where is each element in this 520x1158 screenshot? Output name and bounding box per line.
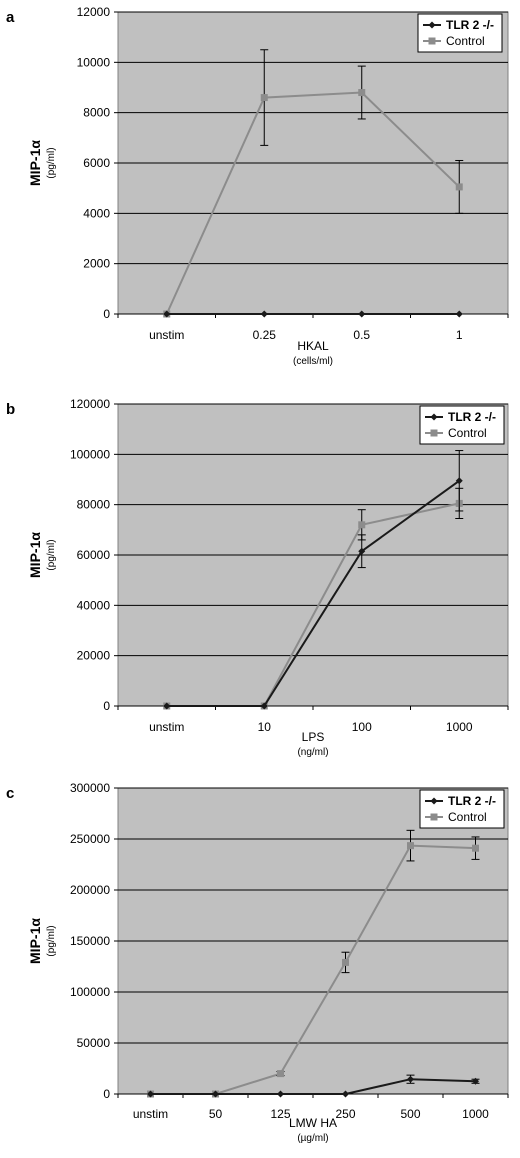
- legend-marker: [430, 413, 438, 421]
- legend-label: TLR 2 -/-: [448, 794, 496, 808]
- legend-marker: [430, 797, 438, 805]
- y-axis-unit: (pg/ml): [46, 539, 57, 570]
- x-tick-label: 125: [270, 1107, 290, 1121]
- x-tick-label: unstim: [133, 1107, 168, 1121]
- data-point-control: [342, 958, 349, 966]
- y-tick-label: 60000: [77, 548, 111, 562]
- y-tick-label: 200000: [70, 883, 110, 897]
- data-point-tlr2: [455, 310, 463, 318]
- y-tick-label: 12000: [77, 5, 111, 19]
- y-tick-label: 300000: [70, 781, 110, 795]
- panel-label: c: [6, 785, 14, 802]
- chart-panel-b: b 0 20000 40000 60000 80000 100000 120000 unstim…: [6, 397, 509, 758]
- y-tick-label: 0: [103, 307, 110, 321]
- data-point-control: [455, 183, 463, 191]
- legend-label: TLR 2 -/-: [446, 18, 494, 32]
- y-tick-label: 10000: [77, 55, 111, 69]
- legend-box: [419, 405, 505, 445]
- legend-label: Control: [446, 34, 485, 48]
- y-axis-title: MIP-1α: [27, 140, 43, 186]
- y-axis-title: MIP-1α: [27, 918, 43, 964]
- x-axis-title: LMW HA: [289, 1116, 337, 1130]
- data-point-tlr2: [163, 310, 171, 318]
- y-tick-label: 20000: [77, 649, 111, 663]
- y-tick-label: 2000: [83, 257, 110, 271]
- legend-marker: [428, 21, 436, 29]
- x-axis-title: LPS: [302, 730, 325, 744]
- x-tick-label: 10: [258, 720, 272, 734]
- data-point-tlr2: [358, 547, 366, 555]
- x-tick-label: 500: [400, 1107, 420, 1121]
- x-axis-unit: (µg/ml): [297, 1133, 328, 1144]
- data-point-tlr2: [260, 702, 268, 710]
- x-axis-unit: (ng/ml): [297, 747, 328, 758]
- y-tick-label: 40000: [77, 598, 111, 612]
- y-tick-label: 0: [103, 1087, 110, 1101]
- x-tick-label: unstim: [149, 328, 184, 342]
- panel-label: b: [6, 401, 15, 418]
- data-point-tlr2: [342, 1090, 349, 1098]
- y-tick-label: 8000: [83, 106, 110, 120]
- x-tick-label: 100: [352, 720, 372, 734]
- x-tick-label: 250: [335, 1107, 355, 1121]
- data-point-control: [358, 521, 366, 529]
- data-point-control: [472, 844, 479, 852]
- y-tick-label: 6000: [83, 156, 110, 170]
- y-tick-label: 4000: [83, 206, 110, 220]
- y-tick-label: 0: [103, 699, 110, 713]
- y-tick-label: 100000: [70, 985, 110, 999]
- x-axis-unit: (cells/ml): [293, 356, 333, 367]
- y-tick-label: 50000: [77, 1036, 111, 1050]
- series-line-tlr2: [150, 1078, 476, 1095]
- y-axis-unit: (pg/ml): [46, 147, 57, 178]
- data-point-tlr2: [407, 1075, 414, 1083]
- y-tick-label: 150000: [70, 934, 110, 948]
- series-line-control: [165, 91, 460, 315]
- y-tick-label: 100000: [70, 447, 110, 461]
- y-axis-unit: (pg/ml): [46, 925, 57, 956]
- data-point-control: [277, 1070, 284, 1078]
- legend-label: Control: [448, 810, 487, 824]
- chart-panel-c: c 0 50000 100000 150000 200000 250000 300000 uns…: [6, 781, 509, 1144]
- x-tick-label: unstim: [149, 720, 184, 734]
- legend-box: [419, 789, 505, 829]
- panel-label: a: [6, 9, 15, 26]
- data-point-control: [407, 842, 414, 850]
- data-point-tlr2: [472, 1077, 479, 1085]
- data-point-tlr2: [358, 310, 366, 318]
- y-tick-label: 80000: [77, 498, 111, 512]
- y-tick-label: 250000: [70, 832, 110, 846]
- data-point-tlr2: [455, 477, 463, 485]
- y-tick-label: 120000: [70, 397, 110, 411]
- legend-label: TLR 2 -/-: [448, 410, 496, 424]
- data-point-tlr2: [277, 1090, 284, 1098]
- x-tick-label: 0.5: [353, 328, 370, 342]
- legend-marker: [430, 429, 438, 437]
- x-tick-label: 50: [209, 1107, 223, 1121]
- series-line-tlr2: [166, 479, 460, 707]
- data-point-control: [358, 89, 366, 97]
- data-point-tlr2: [147, 1090, 154, 1098]
- x-tick-label: 1: [456, 328, 463, 342]
- legend-label: Control: [448, 426, 487, 440]
- x-axis-title: HKAL: [297, 339, 329, 353]
- x-tick-label: 1000: [446, 720, 473, 734]
- x-tick-label: 0.25: [253, 328, 277, 342]
- data-point-control: [260, 94, 268, 102]
- legend-box: [417, 13, 503, 53]
- legend-marker: [430, 813, 438, 821]
- chart-panel-a: a 0 2000 4000 6000 8000 10000 12000 unstim 0.25 0.…: [6, 5, 509, 367]
- legend-marker: [428, 37, 436, 45]
- x-tick-label: 1000: [462, 1107, 489, 1121]
- y-axis-title: MIP-1α: [27, 532, 43, 578]
- data-point-tlr2: [212, 1090, 219, 1098]
- data-point-tlr2: [163, 702, 171, 710]
- data-point-tlr2: [260, 310, 268, 318]
